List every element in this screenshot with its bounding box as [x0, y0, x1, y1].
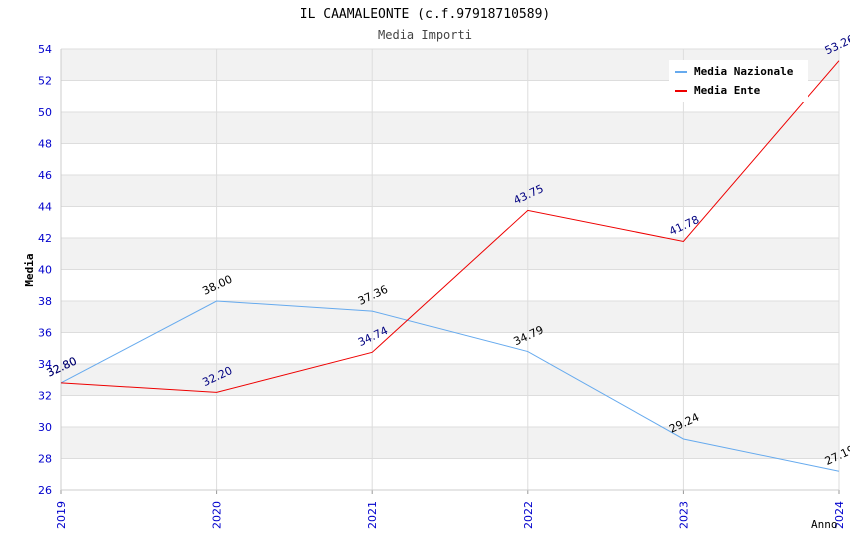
y-tick-label: 32 — [38, 390, 52, 403]
y-tick-label: 54 — [38, 43, 52, 56]
x-tick-label: 2020 — [211, 501, 224, 529]
x-tick-label: 2024 — [833, 501, 846, 529]
x-tick-label: 2019 — [55, 501, 68, 529]
series-line-1 — [60, 60, 840, 393]
grid-band — [61, 112, 839, 144]
grid-band — [61, 364, 839, 396]
x-tick-label: 2021 — [366, 501, 379, 529]
legend-label-ente: Media Ente — [694, 84, 761, 97]
y-tick-label: 46 — [38, 169, 52, 182]
y-tick-label: 48 — [38, 138, 52, 151]
x-tick-labels: 2019 2020 2021 2022 2023 2024 — [55, 501, 846, 529]
x-tick-label: 2023 — [677, 501, 690, 529]
y-axis-label: Media — [23, 253, 36, 286]
y-tick-label: 36 — [38, 327, 52, 340]
series-line-0 — [60, 300, 840, 472]
chart-subtitle: Media Importi — [378, 28, 472, 42]
legend-box — [669, 60, 808, 102]
series-lines — [60, 60, 840, 472]
y-tick-label: 52 — [38, 75, 52, 88]
y-tick-label: 42 — [38, 232, 52, 245]
grid-band — [61, 175, 839, 207]
y-tick-label: 34 — [38, 358, 52, 371]
y-tick-label: 38 — [38, 295, 52, 308]
y-tick-label: 44 — [38, 201, 52, 214]
legend-label-nazionale: Media Nazionale — [694, 65, 794, 78]
y-tick-label: 28 — [38, 453, 52, 466]
x-tick-label: 2022 — [522, 501, 535, 529]
grid-band — [61, 301, 839, 333]
y-tick-label: 26 — [38, 484, 52, 497]
y-tick-label: 50 — [38, 106, 52, 119]
x-axis-label: Anno — [811, 518, 838, 531]
grid-lines — [60, 48, 840, 491]
chart-title: IL CAAMALEONTE (c.f.97918710589) — [300, 7, 550, 22]
y-tick-label: 40 — [38, 264, 52, 277]
y-tick-label: 30 — [38, 421, 52, 434]
y-tick-labels: 26 28 30 32 34 36 38 40 42 44 46 48 50 52 54 — [38, 43, 52, 497]
grid-band — [61, 427, 839, 459]
grid-band — [61, 238, 839, 270]
data-label: 38.00 — [200, 273, 234, 298]
background-bands — [61, 49, 839, 459]
data-label: 41.78 — [667, 213, 701, 238]
legend: Media Nazionale Media Ente — [669, 60, 808, 102]
axes — [60, 49, 840, 494]
